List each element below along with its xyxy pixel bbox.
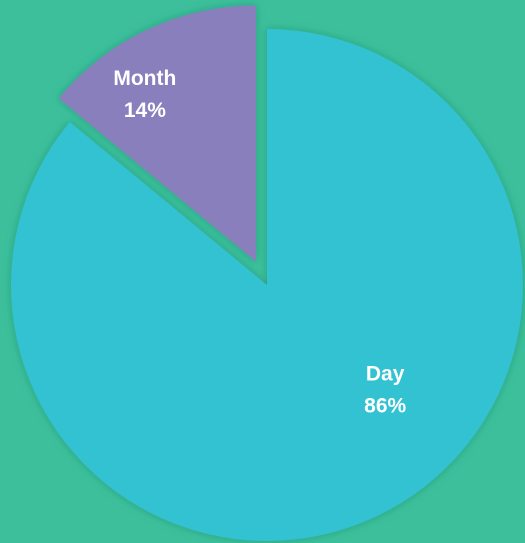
pie	[11, 5, 524, 541]
labels: Day 86% Month 14%	[113, 67, 406, 417]
slice-value-label: 14%	[124, 99, 166, 122]
slice-category-label: Day	[366, 363, 405, 386]
pie-slice	[58, 5, 256, 262]
slice-value-label: 86%	[364, 395, 406, 418]
slice-category-label: Month	[113, 67, 176, 90]
pie-slice	[11, 29, 524, 541]
